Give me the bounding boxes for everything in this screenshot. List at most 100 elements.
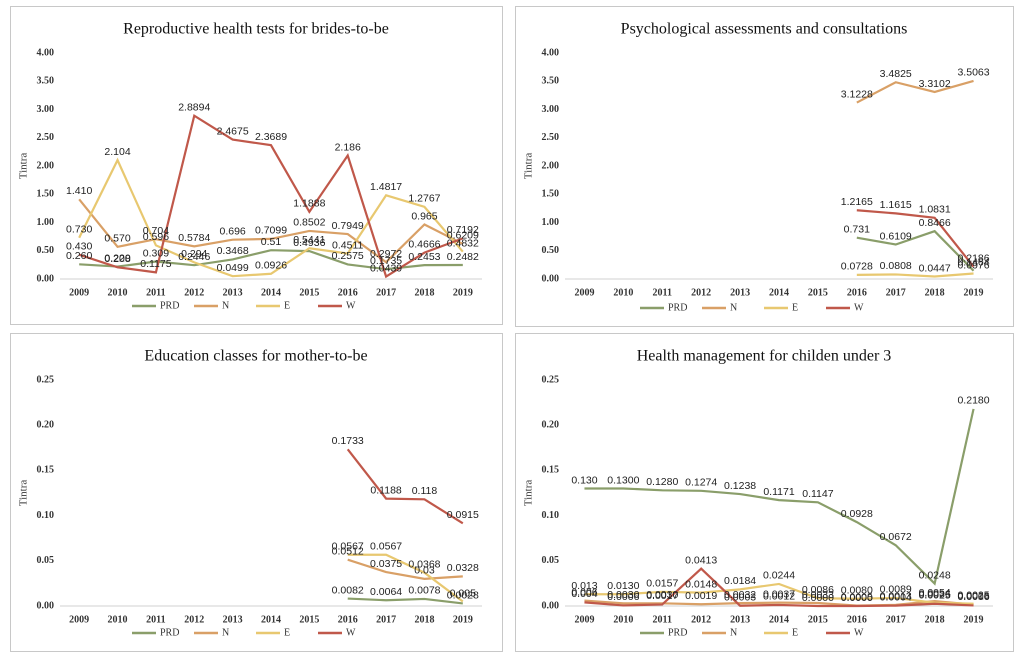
data-label: 2.8894 [178,102,210,114]
chart-panel: Reproductive health tests for brides-to-… [10,6,503,325]
series-line [584,599,974,607]
x-tick-label: 2010 [613,614,633,625]
data-label: 1.2767 [408,193,440,205]
data-label: 1.4817 [370,181,402,193]
y-tick-label: 0.05 [37,555,55,566]
data-label: 0.1280 [646,476,678,488]
data-label: 0.0368 [408,559,440,571]
series-line [78,157,464,278]
x-tick-label: 2012 [184,287,204,298]
data-label: 0.0567 [370,541,402,553]
data-label: 1.410 [66,185,92,197]
series-line [78,114,464,279]
data-label: 0.0375 [370,558,402,570]
x-tick-label: 2019 [453,287,473,298]
x-tick-label: 2013 [223,287,243,298]
x-tick-label: 2015 [299,614,319,625]
data-label: 0.2186 [957,252,989,264]
x-tick-label: 2017 [376,614,396,625]
data-label: 0.2482 [447,251,479,263]
data-label: 0.0086 [802,584,834,596]
data-label: 0.0567 [332,541,364,553]
series-line [347,558,463,580]
y-tick-label: 0.00 [542,273,560,284]
y-tick-label: 1.50 [542,189,560,200]
x-tick-label: 2014 [769,287,789,298]
x-tick-label: 2010 [108,287,128,298]
y-tick-label: 1.50 [37,189,55,200]
legend-label: PRD [668,302,687,313]
y-tick-label: 0.20 [542,419,560,430]
legend-label: PRD [160,627,179,638]
x-tick-label: 2012 [691,287,711,298]
data-label: 0.0054 [919,587,951,599]
data-label: 0.0926 [255,260,287,272]
data-label: 0.0025 [957,590,989,602]
data-label: 0.1300 [607,474,639,486]
data-label: 1.1615 [880,199,912,211]
data-label: 1.2165 [841,196,873,208]
data-label: 0.0447 [919,262,951,274]
data-label: 0.0976 [957,259,989,271]
legend-label: N [730,627,737,638]
data-label: 0.0082 [332,584,364,596]
data-label: 0.7949 [332,220,364,232]
data-label: 0.0499 [217,262,249,274]
data-label: 0.4832 [447,237,479,249]
data-label: 0.0016 [957,590,989,602]
y-tick-label: 0.25 [542,374,560,385]
x-tick-label: 2013 [730,287,750,298]
data-label: 0.4936 [293,237,325,249]
x-tick-label: 2018 [414,287,434,298]
data-label: 2.186 [335,141,361,153]
data-label: 0.0000 [802,592,834,604]
data-label: 0.51 [261,236,282,248]
data-label: 0.0184 [724,575,756,587]
x-tick-label: 2016 [338,614,358,625]
x-tick-label: 2017 [376,287,396,298]
x-tick-label: 2019 [453,614,473,625]
legend-label: W [346,300,356,311]
data-label: 0.0512 [332,545,364,557]
legend-label: PRD [160,300,179,311]
data-label: 0.696 [219,225,245,237]
data-label: 0.430 [66,240,92,252]
y-tick-label: 0.50 [37,245,55,256]
data-label: 0.0328 [447,562,479,574]
data-label: 1.0831 [919,204,951,216]
data-label: 0.006 [571,586,597,598]
data-label: 0.0672 [880,531,912,543]
data-label: 0.0728 [841,261,873,273]
data-label: 0.0037 [763,588,795,600]
x-tick-label: 2012 [184,614,204,625]
data-label: 0.0036 [919,589,951,601]
data-label: 0.0078 [408,585,440,597]
data-label: 0.0148 [685,578,717,590]
data-label: 0.0928 [841,508,873,520]
x-tick-label: 2014 [769,614,789,625]
data-label: 0.260 [66,250,92,262]
data-label: 0.294 [181,248,207,260]
y-tick-label: 0.00 [37,273,55,284]
legend-label: W [854,627,864,638]
x-tick-label: 2010 [613,287,633,298]
data-label: 0.6209 [447,230,479,242]
chart-title: Health management for childen under 3 [637,348,892,365]
data-label: 0.0006 [957,591,989,603]
legend-label: W [854,302,864,313]
x-tick-label: 2015 [299,287,319,298]
x-tick-label: 2009 [574,287,594,298]
x-tick-label: 2010 [108,614,128,625]
series-line [584,567,974,608]
y-tick-label: 0.05 [542,555,560,566]
x-tick-label: 2012 [691,614,711,625]
legend-label: PRD [668,627,687,638]
data-label: 0.0013 [880,591,912,603]
data-label: 0.5441 [293,234,325,246]
series-line [346,448,464,525]
data-label: 0.0030 [607,589,639,601]
x-tick-label: 2019 [964,614,984,625]
x-tick-label: 2011 [653,287,672,298]
x-tick-label: 2018 [925,614,945,625]
y-tick-label: 2.50 [37,132,55,143]
